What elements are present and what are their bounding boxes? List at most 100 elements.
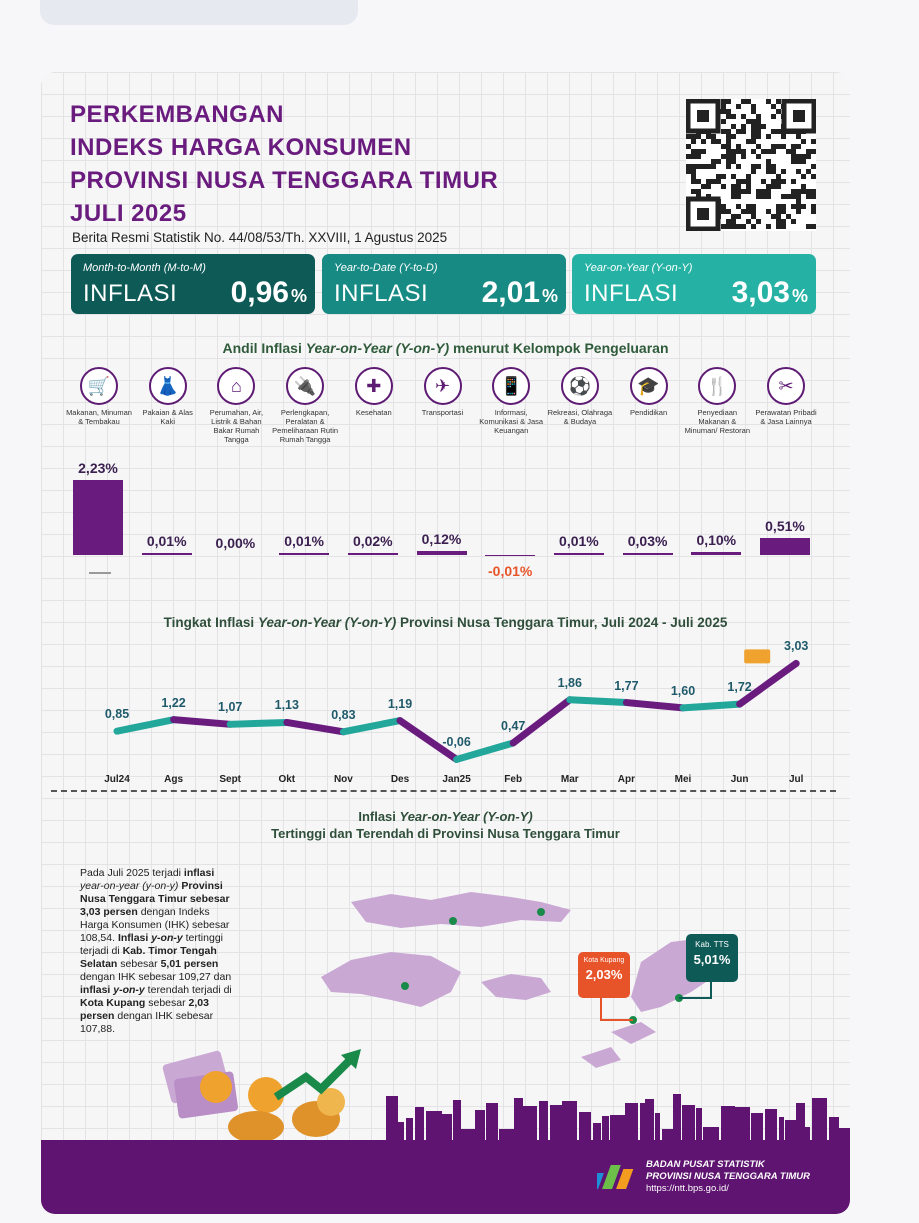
category-label: Rekreasi, Olahraga & Budaya xyxy=(547,408,613,426)
line-segment xyxy=(283,718,347,736)
bar xyxy=(760,537,810,555)
bar-value-label: -0,01% xyxy=(488,563,533,579)
line-segment xyxy=(566,696,630,707)
category-5: ✚ Kesehatan xyxy=(341,367,407,417)
qr-code-icon xyxy=(686,99,816,231)
inflasi-mtm-box: Month-to-Month (M-to-M) INFLASI 0,96% xyxy=(71,254,315,314)
category-7: 📱 Informasi, Komunikasi & Jasa Keuangan xyxy=(478,367,544,435)
category-icon: 🛒 xyxy=(80,367,118,405)
point-value-label: 0,83 xyxy=(331,707,356,722)
section-divider xyxy=(51,790,836,792)
bar xyxy=(347,553,398,555)
bar-value-label: 0,51% xyxy=(765,517,805,534)
point-value-label: 1,77 xyxy=(614,678,639,693)
category-icon: ✈ xyxy=(423,367,462,405)
category-icon: ✂ xyxy=(767,367,805,405)
month-label: Apr xyxy=(617,774,635,785)
line-segment xyxy=(396,717,461,763)
bar xyxy=(553,553,604,555)
point-value-label: 0,85 xyxy=(104,707,130,722)
line-segment xyxy=(170,716,234,728)
bar xyxy=(416,550,467,555)
line-segment xyxy=(622,699,687,712)
category-icon: 🔌 xyxy=(286,367,325,405)
bar-axis-tick xyxy=(89,572,111,574)
category-label: Penyediaan Makanan & Minuman/ Restoran xyxy=(684,408,751,435)
category-label: Perawatan Pribadi & Jasa Lainnya xyxy=(755,408,817,426)
point-value-label: 1,19 xyxy=(387,696,413,711)
money-growth-icon xyxy=(162,1049,361,1142)
line-segment xyxy=(339,717,404,736)
footer-band xyxy=(41,1140,850,1214)
month-label: Des xyxy=(390,774,410,785)
month-label: Okt xyxy=(278,774,296,785)
description-text: Pada Juli 2025 terjadi inflasi year-on-y… xyxy=(80,867,232,1035)
bar xyxy=(279,553,330,555)
month-label: Jun xyxy=(730,774,749,785)
month-label: Mar xyxy=(560,774,579,785)
truck-icon xyxy=(744,649,771,664)
point-value-label: -0,06 xyxy=(442,735,471,750)
category-icon: 📱 xyxy=(492,367,531,405)
bar-value-label: 0,12% xyxy=(421,530,462,547)
line-segment xyxy=(736,659,800,708)
month-label: Sept xyxy=(219,774,242,785)
kupang-tag: Kota Kupang 2,03% xyxy=(578,952,630,998)
category-9: 🎓 Pendidikan xyxy=(616,367,682,417)
category-icon: 👗 xyxy=(148,367,187,405)
point-value-label: 1,13 xyxy=(274,698,299,713)
inflasi-ytd-box: Year-to-Date (Y-to-D) INFLASI 2,01% xyxy=(322,254,566,314)
bps-footer-text: BADAN PUSAT STATISTIK PROVINSI NUSA TENG… xyxy=(646,1159,810,1194)
line-segment xyxy=(453,739,517,763)
page-title: PERKEMBANGAN INDEKS HARGA KONSUMEN PROVI… xyxy=(70,101,499,227)
bar-value-label: 0,02% xyxy=(352,533,393,549)
inflasi-yoy-box: Year-on-Year (Y-on-Y) INFLASI 3,03% xyxy=(572,254,816,314)
category-icon: ⚽ xyxy=(560,367,599,405)
point-value-label: 1,72 xyxy=(727,680,752,695)
line-segment xyxy=(509,696,574,747)
category-label: Pendidikan xyxy=(630,408,668,417)
category-icon: 🎓 xyxy=(629,367,668,405)
line-segment xyxy=(226,718,291,728)
line-segment xyxy=(679,700,744,712)
point-value-label: 3,03 xyxy=(784,639,809,654)
tts-tag: Kab. TTS 5,01% xyxy=(686,934,738,982)
category-label: Perumahan, Air, Listrik & Bahan Bakar Ru… xyxy=(209,408,264,444)
category-label: Perlengkapan, Peralatan & Pemeliharaan R… xyxy=(272,408,339,444)
category-label: Pakaian & Alas Kaki xyxy=(142,408,193,426)
month-label: Jan25 xyxy=(442,774,471,785)
bar-value-label: 0,01% xyxy=(146,533,187,549)
yoy-line-chart xyxy=(113,649,800,763)
month-label: Nov xyxy=(333,774,353,785)
map-title: Inflasi Year-on-Year (Y-on-Y) Tertinggi … xyxy=(271,809,620,841)
bps-logo-icon xyxy=(597,1165,634,1189)
category-icon: ⌂ xyxy=(217,367,256,405)
point-value-label: 1,60 xyxy=(670,683,696,698)
andil-chart-title: Andil Inflasi Year-on-Year (Y-on-Y) menu… xyxy=(222,340,669,356)
bar-value-label: 0,03% xyxy=(627,533,668,549)
month-label: Mei xyxy=(674,774,692,785)
category-label: Transportasi xyxy=(421,408,464,417)
point-value-label: 0,47 xyxy=(501,718,526,733)
point-value-label: 1,22 xyxy=(161,695,186,710)
category-4: 🔌 Perlengkapan, Peralatan & Pemeliharaan … xyxy=(272,367,338,444)
line-chart-title: Tingkat Inflasi Year-on-Year (Y-on-Y) Pr… xyxy=(163,615,728,630)
city-skyline xyxy=(386,1094,850,1142)
bar xyxy=(141,553,192,555)
bar xyxy=(691,551,742,555)
category-6: ✈ Transportasi xyxy=(410,367,476,417)
line-segment xyxy=(113,716,178,735)
bar-value-label: 0,00% xyxy=(215,535,256,551)
month-label: Jul24 xyxy=(104,774,130,785)
category-label: Informasi, Komunikasi & Jasa Keuangan xyxy=(479,408,544,435)
category-1: 🛒 Makanan, Minuman & Tembakau xyxy=(66,367,132,426)
category-icon: ✚ xyxy=(354,367,393,405)
category-label: Makanan, Minuman & Tembakau xyxy=(66,408,132,426)
category-8: ⚽ Rekreasi, Olahraga & Budaya xyxy=(547,367,613,426)
bar-value-label: 0,01% xyxy=(284,533,324,549)
bar xyxy=(73,480,123,555)
point-value-label: 1,86 xyxy=(557,675,582,690)
category-2: 👗 Pakaian & Alas Kaki xyxy=(135,367,201,426)
release-number: Berita Resmi Statistik No. 44/08/53/Th. … xyxy=(72,230,448,245)
top-bar xyxy=(40,0,358,25)
